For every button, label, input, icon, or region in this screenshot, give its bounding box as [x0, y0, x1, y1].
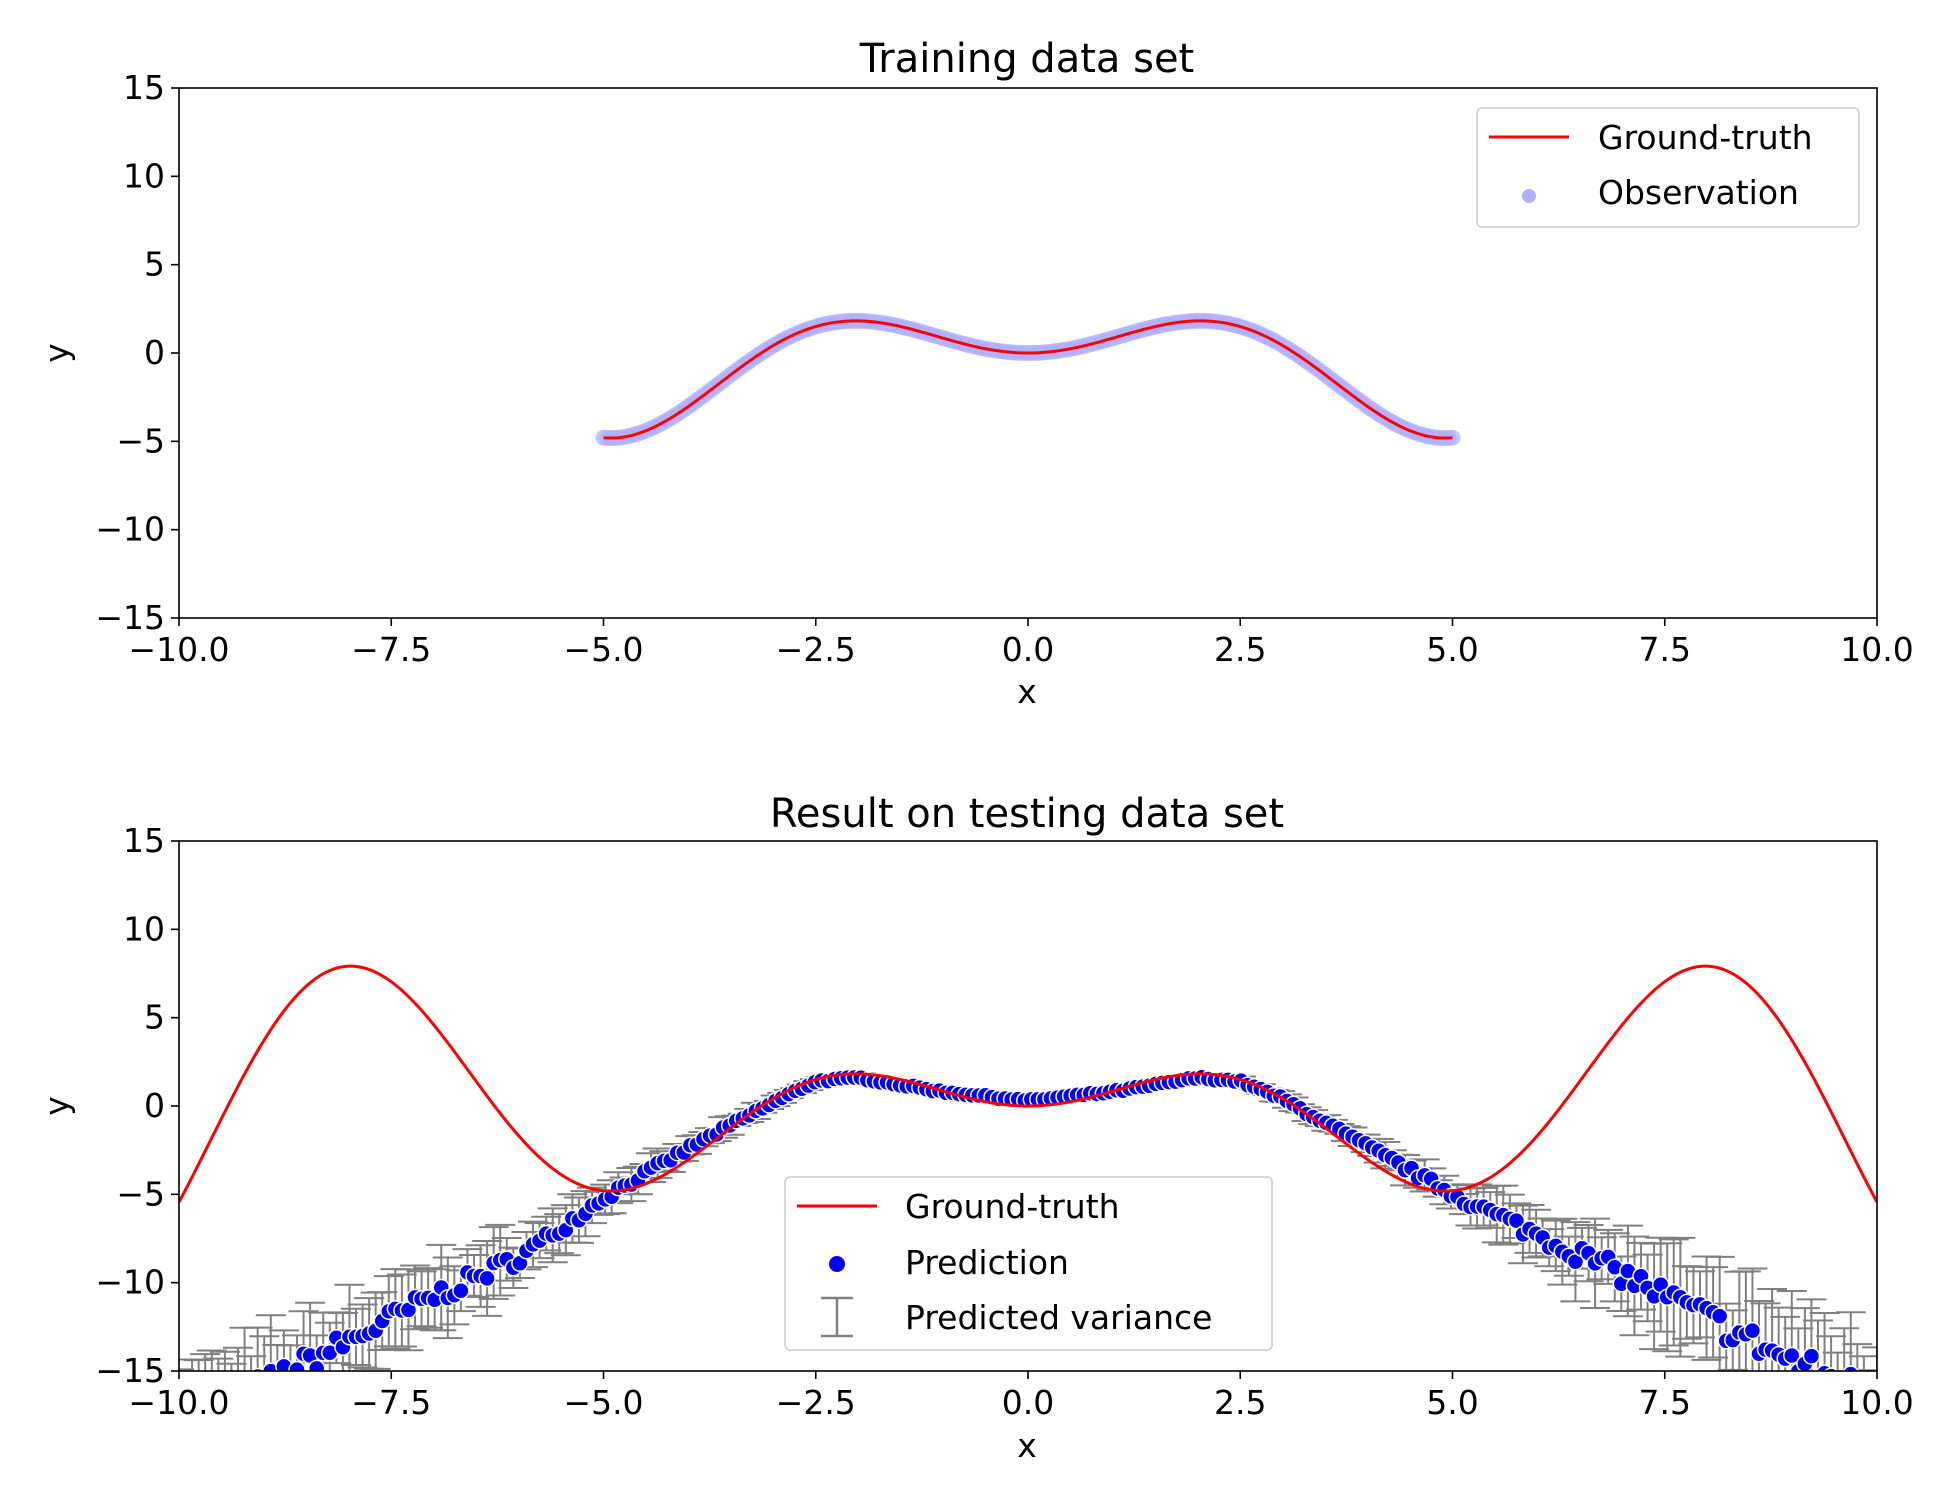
prediction-point [230, 1382, 246, 1398]
x-tick-label: 7.5 [1639, 1383, 1691, 1422]
y-tick-label: −15 [95, 598, 165, 637]
ticks: −10.0 −7.5 −5.0 −2.5 0.0 2.5 5.0 7.5 10.0 −15 −10 −… [95, 68, 1913, 669]
prediction-point [237, 1373, 253, 1389]
legend-box [1476, 107, 1860, 228]
legend-variance-label: Predicted variance [905, 1298, 1212, 1337]
x-tick-label: 7.5 [1639, 630, 1691, 669]
y-tick-label: 10 [123, 156, 165, 195]
prediction-point [256, 1373, 272, 1389]
prediction-point [452, 1281, 470, 1300]
x-tick-label: 5.0 [1426, 1383, 1478, 1422]
legend: Ground-truth Prediction Predicted varian… [784, 1176, 1273, 1351]
prediction-point [262, 1362, 280, 1371]
plot-area [171, 964, 1877, 1436]
prediction-point [1802, 1347, 1821, 1365]
x-axis-label: x [1017, 672, 1037, 711]
x-tick-label: 5.0 [1426, 630, 1478, 669]
ticks: −10.0 −7.5 −5.0 −2.5 0.0 2.5 5.0 7.5 10.0 −15 −10 −… [95, 821, 1913, 1422]
y-tick-label: −15 [95, 1351, 165, 1390]
training-chart: Training data set −10.0 −7.5 −5.0 −2.5 0.0 2.… [37, 36, 1914, 711]
legend-prediction-label: Prediction [905, 1243, 1069, 1282]
y-tick-label: 5 [144, 245, 165, 284]
x-tick-label: −7.5 [351, 1383, 431, 1422]
prediction-point [478, 1269, 496, 1288]
legend-prediction-swatch [829, 1256, 845, 1272]
x-tick-label: 10.0 [1840, 630, 1913, 669]
x-tick-label: −5.0 [563, 630, 643, 669]
x-tick-label: 0.0 [1002, 1383, 1054, 1422]
y-tick-label: 10 [123, 909, 165, 948]
y-tick-label: −5 [116, 421, 165, 460]
y-axis-label: y [37, 343, 76, 363]
x-tick-label: −7.5 [351, 630, 431, 669]
y-tick-label: −5 [116, 1174, 165, 1213]
prediction-point [282, 1372, 298, 1388]
legend-box [784, 1176, 1273, 1351]
x-axis-label: x [1017, 1426, 1037, 1465]
plot-area [595, 312, 1461, 447]
prediction-point [1743, 1321, 1762, 1340]
prediction-point [288, 1360, 306, 1371]
x-tick-label: −5.0 [563, 1383, 643, 1422]
ground-truth-line [179, 964, 1877, 1203]
legend: Ground-truth Observation [1476, 107, 1860, 228]
prediction-point [171, 1420, 187, 1436]
y-tick-label: 15 [123, 821, 165, 860]
legend-observation-swatch [1522, 189, 1536, 203]
x-tick-label: 0.0 [1002, 630, 1054, 669]
chart-title: Result on testing data set [770, 791, 1284, 837]
chart-title: Training data set [859, 36, 1195, 82]
x-tick-label: 10.0 [1840, 1383, 1913, 1422]
y-tick-label: 15 [123, 68, 165, 107]
x-tick-label: 2.5 [1214, 1383, 1266, 1422]
x-tick-label: −10.0 [128, 630, 229, 669]
y-axis-label: y [37, 1096, 76, 1116]
prediction-point [243, 1391, 259, 1407]
legend-ground-truth-label: Ground-truth [1598, 118, 1813, 157]
legend-ground-truth-label: Ground-truth [905, 1187, 1120, 1226]
prediction-point [307, 1359, 326, 1371]
y-tick-label: 0 [144, 333, 165, 372]
x-tick-label: −2.5 [776, 630, 856, 669]
legend-variance-swatch [821, 1296, 853, 1338]
prediction-point [269, 1373, 285, 1389]
y-tick-label: 5 [144, 998, 165, 1037]
x-tick-label: −2.5 [776, 1383, 856, 1422]
testing-chart: Result on testing data set −10.0 −7.5 −5.0… [37, 791, 1914, 1465]
x-tick-label: 2.5 [1214, 630, 1266, 669]
prediction-point [1710, 1307, 1729, 1325]
plot-content [171, 964, 1877, 1436]
x-tick-label: −10.0 [128, 1383, 229, 1422]
prediction-point [1842, 1365, 1859, 1371]
y-tick-label: −10 [95, 510, 165, 549]
legend-observation-label: Observation [1598, 173, 1799, 212]
ground-truth-line [603, 319, 1453, 440]
y-tick-label: −10 [95, 1263, 165, 1302]
y-tick-label: 0 [144, 1086, 165, 1125]
prediction-point [1783, 1346, 1801, 1365]
prediction-point [1814, 1370, 1822, 1371]
